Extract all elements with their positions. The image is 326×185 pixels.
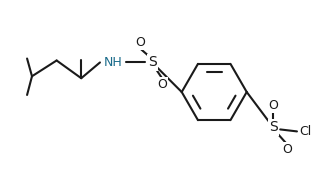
Text: S: S [148, 56, 156, 69]
Text: Cl: Cl [299, 125, 311, 138]
Text: O: O [282, 143, 292, 156]
Text: O: O [157, 78, 167, 91]
Text: O: O [268, 99, 278, 112]
Text: NH: NH [103, 56, 122, 69]
Text: S: S [269, 120, 278, 134]
Text: O: O [135, 36, 145, 49]
